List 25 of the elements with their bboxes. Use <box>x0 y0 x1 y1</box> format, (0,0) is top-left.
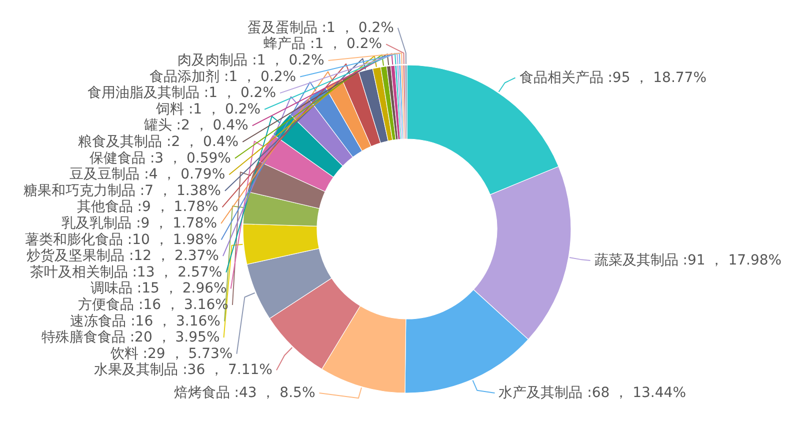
slice-label: 蛋及蛋制品 :1 ， 0.2% <box>247 20 394 36</box>
slice-label: 调味品 :15 ， 2.96% <box>90 280 227 297</box>
slice-label: 水产及其制品 :68 ， 13.44% <box>498 385 686 401</box>
slice-label: 速冻食品 :16 ， 3.16% <box>70 313 220 330</box>
slice-label: 其他食品 :9 ， 1.78% <box>76 199 218 216</box>
slice-label: 焙烤食品 :43 ， 8.5% <box>174 385 316 401</box>
slice-label: 罐头 :2 ， 0.4% <box>144 118 248 134</box>
slice-label: 保健食品 :3 ， 0.59% <box>90 150 231 166</box>
slice-label: 食品添加剂 :1 ， 0.2% <box>150 68 296 85</box>
slice-label: 炒货及坚果制品 :12 ， 2.37% <box>26 248 219 264</box>
slice-label: 豆及豆制品 :4 ， 0.79% <box>70 166 226 183</box>
slice-label: 食用油脂及其制品 :1 ， 0.2% <box>87 85 276 102</box>
slice-label: 乳及乳制品 :9 ， 1.78% <box>62 215 218 232</box>
slice-label: 蔬菜及其制品 :91 ， 17.98% <box>594 252 782 268</box>
slice-label: 薯类和膨化食品 :10 ， 1.98% <box>24 232 218 248</box>
slice-label: 饲料 :1 ， 0.2% <box>155 101 261 118</box>
slice-label: 特殊膳食食品 :20 ， 3.95% <box>41 330 220 346</box>
slice-label: 饮料 :29 ， 5.73% <box>109 346 233 362</box>
slice-label: 茶叶及相关制品 :13 ， 2.57% <box>30 264 222 280</box>
slice-label: 糖果和巧克力制品 :7 ， 1.38% <box>23 182 221 199</box>
slice-label: 水果及其制品 :36 ， 7.11% <box>94 362 272 378</box>
slice-label: 食品相关产品 :95 ， 18.77% <box>519 70 707 86</box>
slice-label: 蜂产品 :1 ， 0.2% <box>264 36 382 52</box>
slice-label: 粮食及其制品 :2 ， 0.4% <box>78 134 239 150</box>
slice-label: 肉及肉制品 :1 ， 0.2% <box>178 52 324 68</box>
